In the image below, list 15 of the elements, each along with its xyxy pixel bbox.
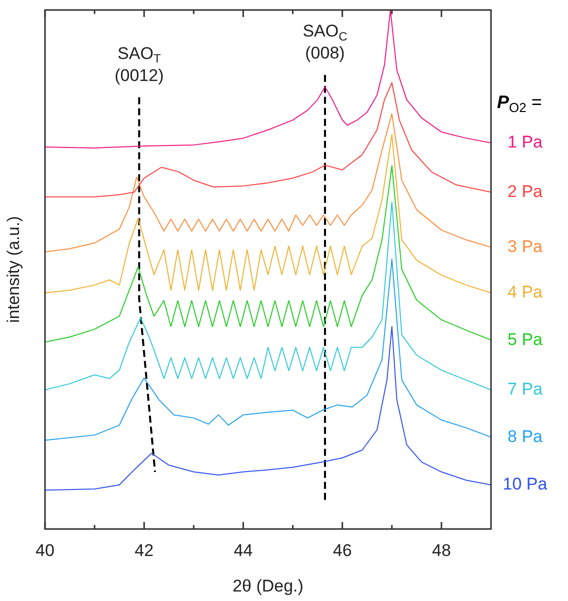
- series-label: 1 Pa: [508, 132, 544, 152]
- x-tick-label: 46: [332, 540, 352, 560]
- series-label: 5 Pa: [508, 330, 544, 349]
- y-axis-title: intensity (a.u.): [4, 216, 23, 323]
- series-label: 4 Pa: [508, 282, 544, 302]
- x-tick-label: 40: [36, 540, 54, 560]
- x-axis-title: 2θ (Deg.): [232, 576, 304, 596]
- x-tick-label: 42: [134, 540, 154, 560]
- series-label: 10 Pa: [502, 474, 548, 494]
- series-label: 7 Pa: [508, 380, 544, 399]
- series-label: 8 Pa: [508, 426, 544, 446]
- series-label: 2 Pa: [508, 182, 544, 201]
- x-tick-label: 48: [432, 540, 451, 560]
- series-label: 3 Pa: [508, 236, 544, 256]
- x-tick-label: 44: [234, 540, 253, 560]
